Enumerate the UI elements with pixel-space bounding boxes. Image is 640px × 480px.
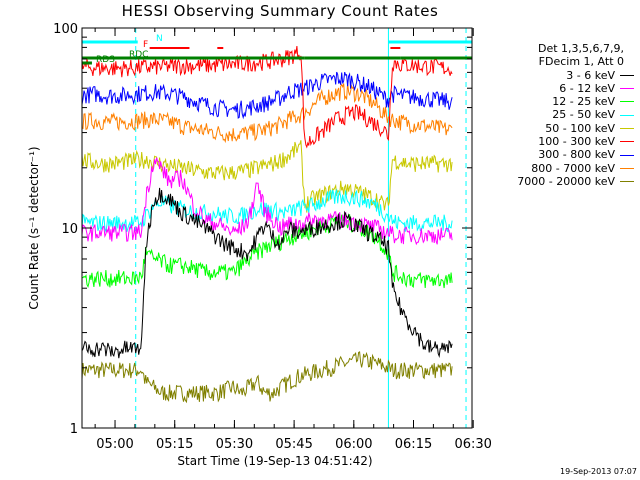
legend-entry-label: 800 - 7000 keV [531,161,615,175]
legend-entry-label: 50 - 100 keV [545,121,615,135]
series-line-7 [81,83,453,144]
legend-entry: 6 - 12 keV [474,82,634,95]
flag-label-f: F [143,40,148,50]
legend-entry-label: 7000 - 20000 keV [517,174,615,188]
legend-swatch [620,88,634,90]
legend-swatch [620,101,634,103]
legend-entry-label: 25 - 50 keV [552,108,615,122]
y-tick-label-2: 100 [53,22,78,37]
legend-entry: 300 - 800 keV [474,148,634,161]
plot-frame [81,27,473,429]
legend: Det 1,3,5,6,7,9, FDecim 1, Att 0 3 - 6 k… [474,42,634,188]
series-line-6 [81,71,453,120]
x-tick-label-4: 06:00 [335,437,372,452]
legend-entry-label: 300 - 800 keV [538,148,615,162]
legend-entry: 7000 - 20000 keV [474,175,634,188]
y-tick-label-0: 1 [70,422,78,437]
chart-title: HESSI Observing Summary Count Rates [121,2,439,20]
y-tick-label-1: 10 [61,222,78,237]
flag-label-rdc: RDC [129,50,148,60]
legend-entry-label: 100 - 300 keV [538,135,615,149]
legend-entry: 50 - 100 keV [474,122,634,135]
x-tick-label-0: 05:00 [96,437,133,452]
legend-swatch [620,127,634,129]
legend-swatch [620,167,634,169]
legend-entry: 12 - 25 keV [474,95,634,108]
legend-header-line-1: Det 1,3,5,6,7,9, [537,42,624,55]
legend-entry-label: 6 - 12 keV [559,81,615,95]
x-tick-label-3: 05:45 [275,437,312,452]
legend-swatch [620,74,634,76]
series-line-0 [81,187,453,359]
x-tick-label-5: 06:15 [395,437,432,452]
legend-entry: 800 - 7000 keV [474,162,634,175]
legend-entries: 3 - 6 keV 6 - 12 keV 12 - 25 keV 25 - 50 ke… [474,69,634,189]
legend-entry: 3 - 6 keV [474,69,634,82]
series-line-2 [81,212,453,289]
series-line-5 [81,46,453,149]
x-tick-label-6: 06:30 [454,437,491,452]
legend-swatch [620,141,634,143]
legend-entry: 25 - 50 keV [474,108,634,121]
legend-entry: 100 - 300 keV [474,135,634,148]
flag-label-n: N [156,34,163,44]
plot-timestamp: 19-Sep-2013 07:07 [560,467,637,476]
flag-label-rds: RDS [96,55,115,65]
legend-header-line-2: FDecim 1, Att 0 [538,55,624,69]
legend-entry-label: 3 - 6 keV [566,68,615,82]
legend-swatch [620,154,634,156]
legend-swatch [620,114,634,116]
series-line-4 [81,140,453,213]
legend-entry-label: 12 - 25 keV [552,95,615,109]
x-axis-label: Start Time (19-Sep-13 04:51:42) [177,454,373,468]
series-line-8 [81,351,453,404]
x-tick-label-1: 05:15 [156,437,193,452]
legend-swatch [620,181,634,183]
series-line-1 [81,157,453,246]
x-tick-label-2: 05:30 [216,437,253,452]
